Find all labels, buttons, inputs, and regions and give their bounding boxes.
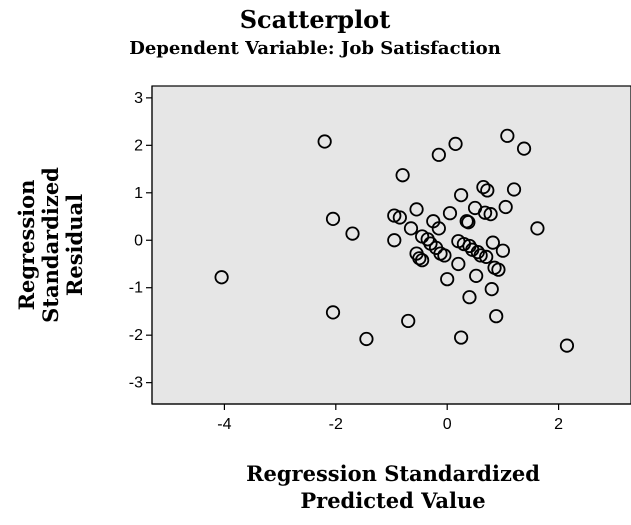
data-point [559, 338, 575, 353]
y-axis-title-line-3: Residual [62, 194, 87, 296]
x-axis-title-line-2: Predicted Value [300, 488, 485, 513]
data-point [477, 205, 493, 220]
data-point [431, 221, 446, 236]
y-tick-label: -1 [129, 280, 143, 297]
x-axis-title-line-1: Regression Standardized [246, 461, 540, 486]
data-point [469, 268, 484, 283]
data-point [498, 199, 513, 215]
data-point [437, 248, 452, 263]
x-tick-label: 0 [443, 416, 452, 433]
y-tick-label: -3 [129, 375, 143, 392]
data-point [480, 183, 495, 198]
x-tick-label: 2 [554, 416, 563, 433]
data-point [506, 182, 522, 197]
data-point [440, 272, 455, 287]
chart-title: Scatterplot [240, 5, 391, 34]
data-point [454, 330, 469, 345]
y-tick-label: 0 [134, 232, 143, 249]
x-tick-label: -2 [329, 416, 343, 433]
data-point [325, 211, 341, 226]
data-point [485, 235, 500, 250]
data-point [448, 136, 463, 152]
data-point [454, 188, 469, 203]
data-point [431, 147, 446, 162]
chart-subtitle: Dependent Variable: Job Satisfaction [129, 38, 501, 59]
data-point [516, 141, 532, 156]
x-axis-title: Regression Standardized Predicted Value [246, 461, 540, 513]
data-point [403, 221, 419, 236]
data-points [214, 128, 575, 353]
y-tick-label: 3 [134, 90, 143, 107]
y-axis-title: Regression Standardized Residual [14, 167, 87, 323]
data-point [442, 206, 458, 221]
x-axis: -4 -2 0 2 [152, 403, 631, 433]
data-point [491, 262, 506, 277]
data-point [489, 309, 504, 324]
data-point [470, 245, 485, 260]
data-point [392, 210, 407, 225]
y-tick-label: 2 [134, 137, 143, 154]
y-axis-title-line-1: Regression [14, 180, 39, 311]
y-tick-label: 1 [134, 185, 143, 202]
data-point [214, 270, 229, 285]
data-point [415, 253, 430, 268]
y-axis: 3 2 1 0 -1 -2 -3 [129, 86, 153, 404]
data-point [484, 282, 499, 297]
data-point [500, 128, 515, 143]
data-point [401, 313, 416, 329]
data-point [476, 179, 491, 195]
data-point [412, 251, 427, 266]
data-point [483, 207, 498, 222]
data-point [451, 256, 466, 272]
data-point [473, 248, 488, 263]
data-point [325, 305, 341, 320]
data-point [395, 168, 410, 183]
y-tick-label: -2 [129, 327, 143, 344]
data-point [345, 226, 360, 241]
data-point [387, 233, 402, 248]
data-point [409, 202, 424, 217]
data-point [495, 243, 510, 258]
y-axis-title-line-2: Standardized [38, 167, 63, 323]
data-point [462, 290, 477, 305]
data-point [479, 249, 494, 264]
data-point [359, 331, 374, 347]
data-point [530, 221, 545, 236]
x-tick-label: -4 [217, 416, 231, 433]
data-point [461, 215, 476, 230]
data-point [317, 134, 332, 149]
